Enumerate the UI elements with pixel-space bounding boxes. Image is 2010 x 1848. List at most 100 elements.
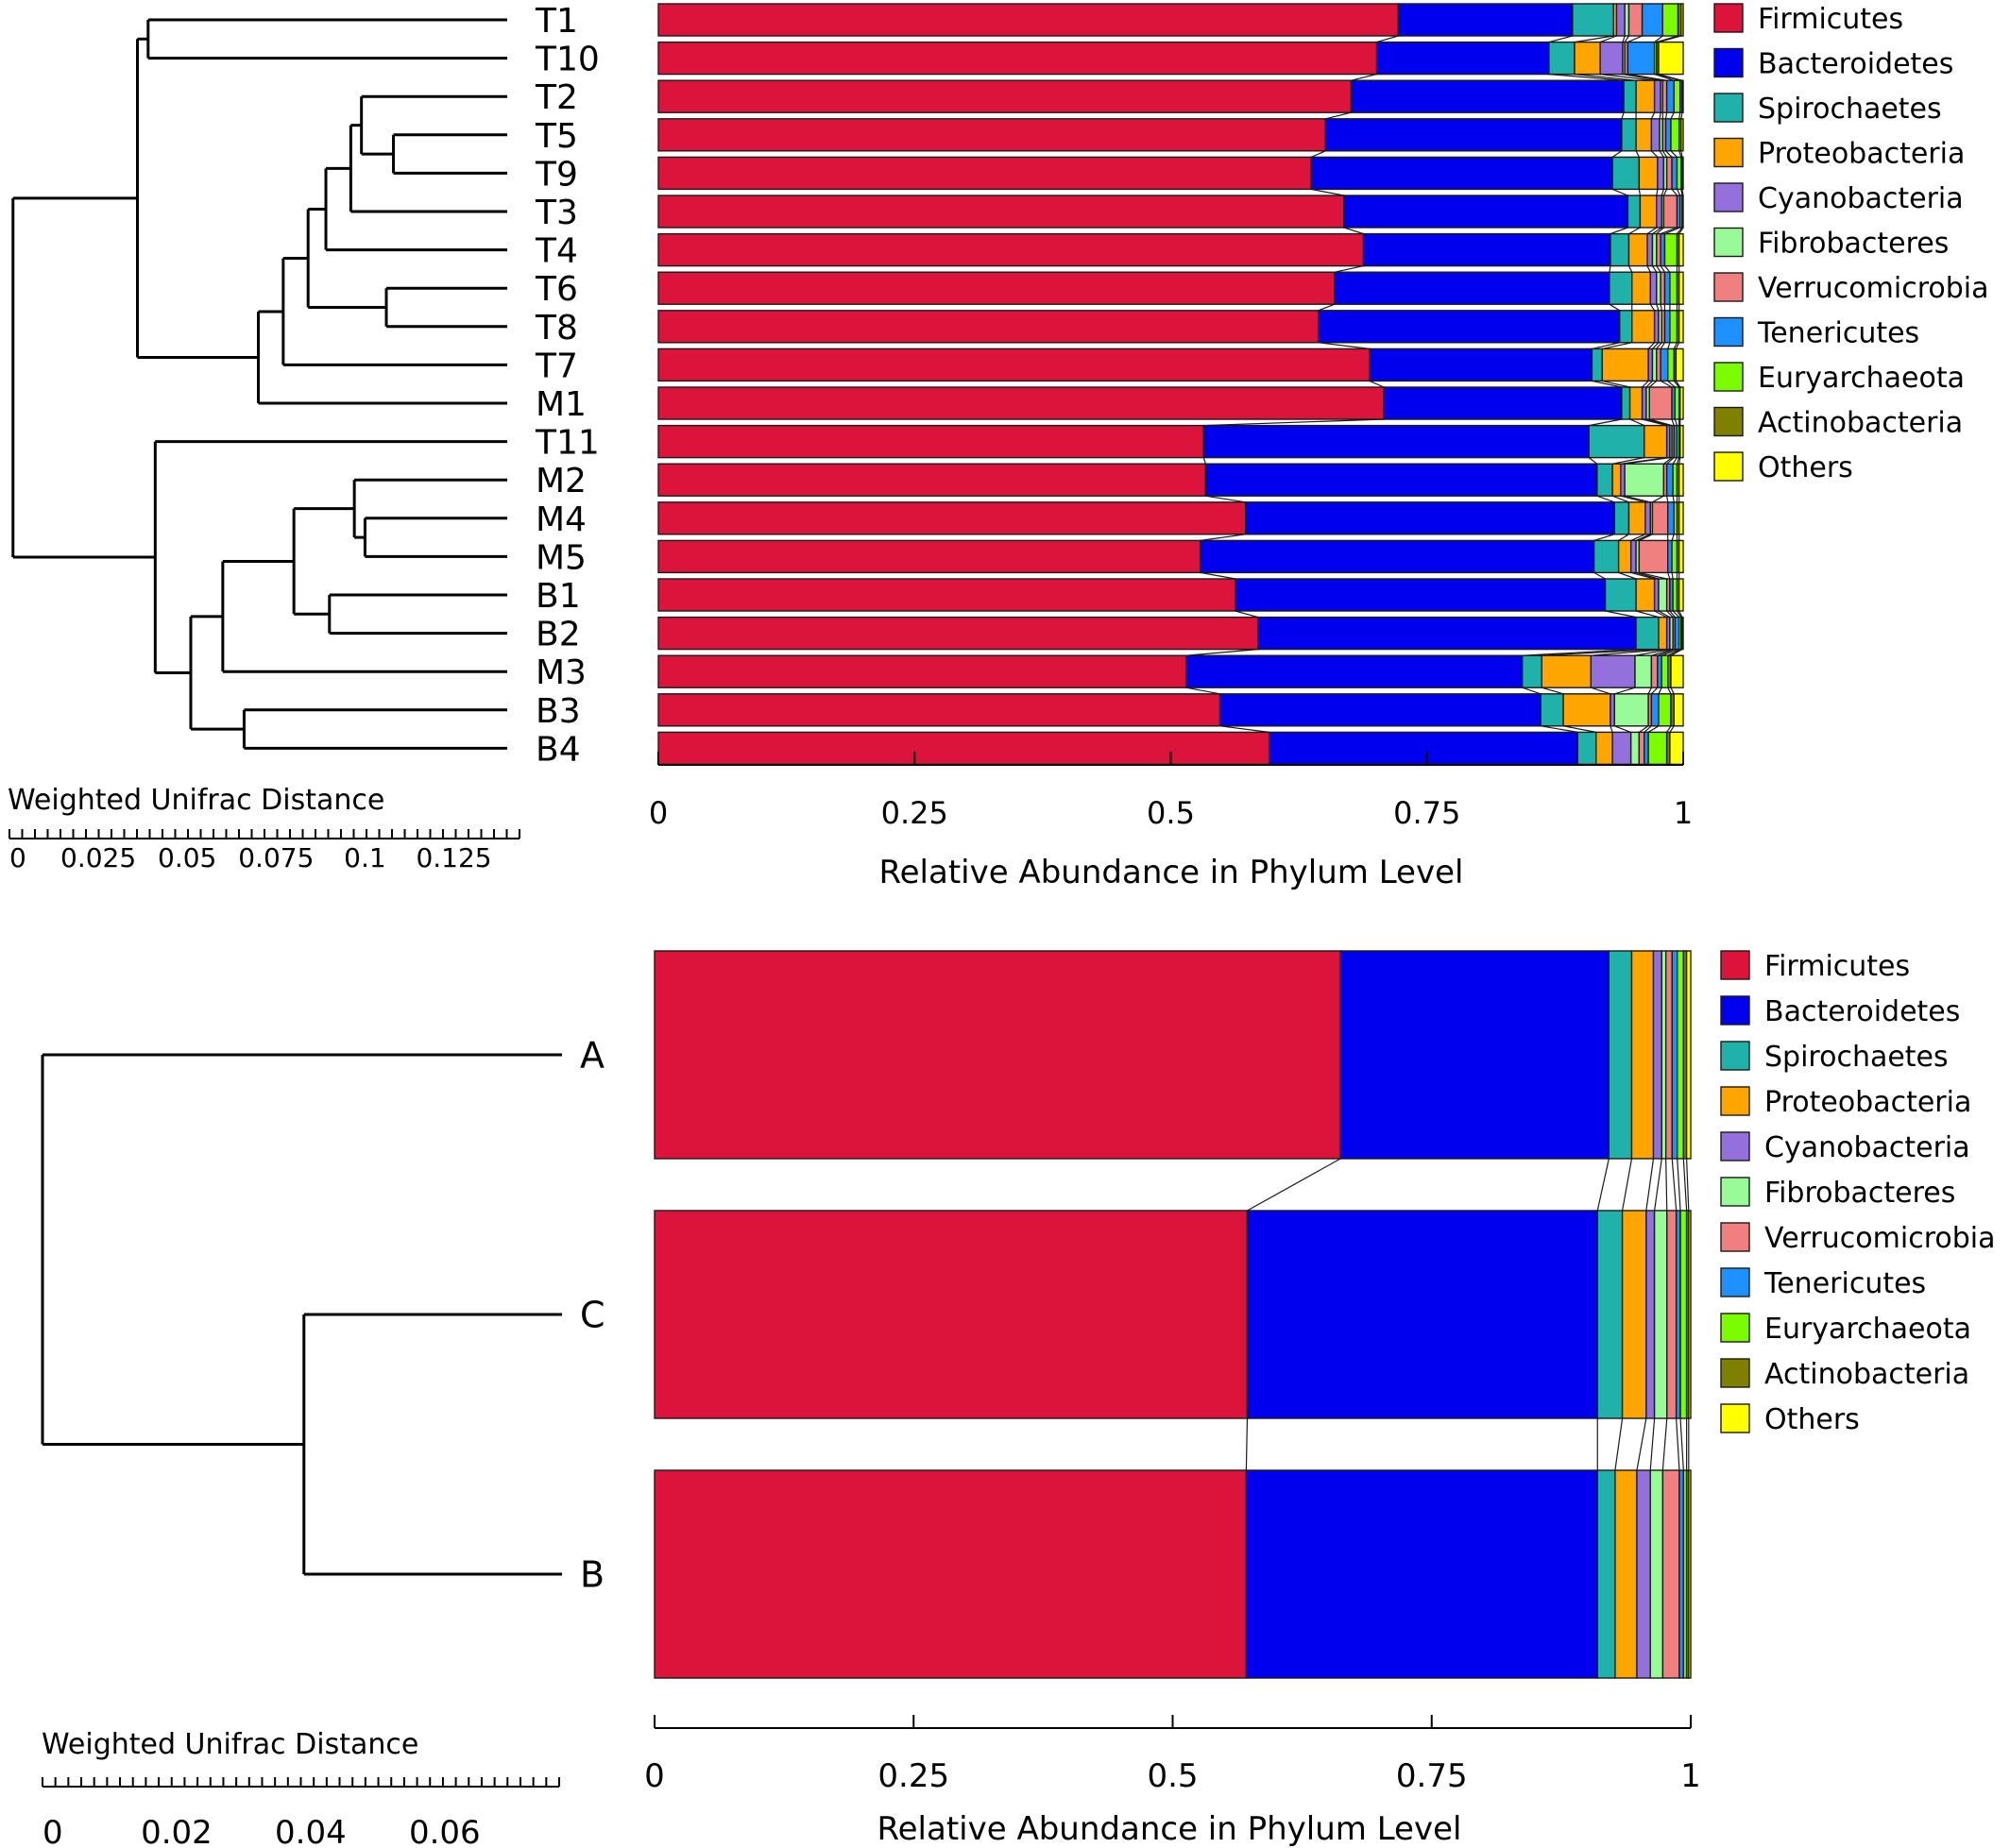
- connector-line: [1656, 189, 1659, 196]
- bottom-panel: A C B 0 0.25 0.5 0.75 1 Relative Abundance in …: [41, 950, 1996, 1848]
- legend-item-bacteroidetes: Bacteroidetes: [1720, 995, 1960, 1028]
- segment-cyanobacteria: [1615, 3, 1626, 37]
- connector-line: [1235, 610, 1258, 619]
- segment-spirochaetes: [1608, 950, 1633, 1160]
- sample-label: M4: [536, 500, 587, 539]
- segment-spirochaetes: [1611, 156, 1641, 191]
- legend-item-euryarchaeota: Euryarchaeota: [1720, 1313, 1971, 1346]
- segment-bacteroidetes: [1369, 348, 1593, 382]
- connector-line: [1661, 649, 1679, 656]
- connector-line: [1648, 380, 1658, 388]
- segment-firmicutes: [657, 386, 1385, 420]
- connector-line: [1574, 74, 1637, 81]
- scale-tick-label: 0.06: [409, 1814, 481, 1848]
- segment-cyanobacteria: [1649, 271, 1658, 305]
- connector-line: [1660, 380, 1673, 388]
- segment-firmicutes: [657, 616, 1259, 651]
- connector-line: [1645, 1158, 1655, 1212]
- connector-line: [1667, 572, 1671, 580]
- legend-swatch: [1713, 362, 1744, 392]
- connector-line: [1621, 112, 1625, 119]
- segment-spirochaetes: [1593, 539, 1620, 574]
- segment-firmicutes: [657, 3, 1400, 37]
- connector-line: [1656, 227, 1664, 235]
- segment-proteobacteria: [1621, 1210, 1647, 1419]
- connector-line: [1676, 457, 1680, 465]
- segment-cyanobacteria: [1629, 539, 1637, 574]
- connector-line: [1674, 418, 1678, 426]
- connector-line: [1599, 35, 1617, 43]
- segment-firmicutes: [657, 424, 1204, 459]
- connector-line: [1661, 189, 1664, 196]
- connector-line: [1610, 227, 1628, 235]
- segment-cyanobacteria: [1656, 195, 1662, 229]
- connector-line: [1675, 342, 1680, 349]
- legend-swatch: [1713, 316, 1744, 348]
- segment-bacteroidetes: [1204, 463, 1598, 497]
- legend-item-actinobacteria: Actinobacteria: [1713, 407, 1963, 440]
- legend-label: Actinobacteria: [1764, 1358, 1969, 1391]
- segment-spirochaetes: [1623, 79, 1637, 113]
- bar-b1: [657, 578, 1684, 612]
- segment-tenericutes: [1663, 271, 1671, 305]
- bar-t3: [657, 195, 1684, 229]
- connector-line: [1678, 150, 1682, 158]
- segment-bacteroidetes: [1383, 386, 1623, 420]
- sample-label: B1: [536, 577, 581, 616]
- bar-t7: [657, 348, 1684, 382]
- legend-item-cyanobacteria: Cyanobacteria: [1720, 1131, 1970, 1164]
- legend-swatch: [1720, 1086, 1750, 1116]
- legend-item-others: Others: [1713, 451, 1853, 484]
- legend-swatch: [1720, 1403, 1750, 1433]
- connector-line: [1658, 74, 1683, 81]
- x-tick-label: 1: [1680, 1757, 1701, 1795]
- scale-tick-label: 0.025: [60, 842, 136, 873]
- segment-firmicutes: [657, 195, 1345, 229]
- connector-line: [1636, 1417, 1647, 1471]
- segment-bacteroidetes: [1318, 310, 1621, 344]
- segment-others: [1681, 156, 1684, 191]
- legend-label: Others: [1758, 451, 1853, 484]
- segment-others: [1680, 118, 1684, 152]
- connector-line: [1600, 74, 1655, 81]
- legend-swatch: [1720, 950, 1750, 980]
- connector-line: [1679, 1417, 1684, 1471]
- x-tick-label: 0.75: [1393, 795, 1460, 831]
- connector-line: [1666, 457, 1675, 465]
- segment-spirochaetes: [1619, 310, 1633, 344]
- segment-others: [1678, 578, 1684, 612]
- bottom-x-axis-title: Relative Abundance in Phylum Level: [877, 1810, 1462, 1848]
- segment-fibrobacteres: [1649, 1469, 1664, 1679]
- legend-item-spirochaetes: Spirochaetes: [1713, 93, 1942, 126]
- connector-line: [1660, 265, 1665, 273]
- segment-euryarchaeota: [1647, 731, 1668, 766]
- segment-spirochaetes: [1596, 463, 1613, 497]
- connector-line: [1660, 227, 1678, 235]
- sample-label: T10: [535, 41, 600, 79]
- bar-t10: [657, 41, 1684, 76]
- segment-others: [1678, 463, 1684, 497]
- legend-label: Spirochaetes: [1758, 93, 1942, 126]
- segment-others: [1680, 3, 1684, 37]
- segment-proteobacteria: [1611, 463, 1622, 497]
- legend-swatch: [1720, 995, 1750, 1026]
- top-sample-labels: T1T10T2T5T9T3T4T6T8T7M1T11M2M4M5B1B2M3B3…: [535, 2, 600, 769]
- connector-line: [1658, 35, 1681, 43]
- connector-line: [1669, 725, 1675, 733]
- segment-others: [1688, 1210, 1692, 1419]
- bar-m3: [657, 654, 1684, 688]
- segment-firmicutes: [657, 271, 1336, 305]
- segment-tenericutes: [1660, 348, 1669, 382]
- segment-others: [1688, 1469, 1692, 1679]
- connector-line: [1670, 649, 1683, 656]
- segment-tenericutes: [1641, 3, 1663, 37]
- connector-line: [1541, 725, 1578, 733]
- segment-euryarchaeota: [1658, 693, 1672, 727]
- segment-firmicutes: [654, 1469, 1248, 1679]
- connector-line: [1611, 150, 1623, 158]
- legend-item-cyanobacteria: Cyanobacteria: [1713, 182, 1964, 215]
- connector-line: [1650, 687, 1659, 695]
- connector-line: [1325, 111, 1352, 120]
- connector-line: [1614, 725, 1631, 733]
- connector-line: [1635, 534, 1651, 541]
